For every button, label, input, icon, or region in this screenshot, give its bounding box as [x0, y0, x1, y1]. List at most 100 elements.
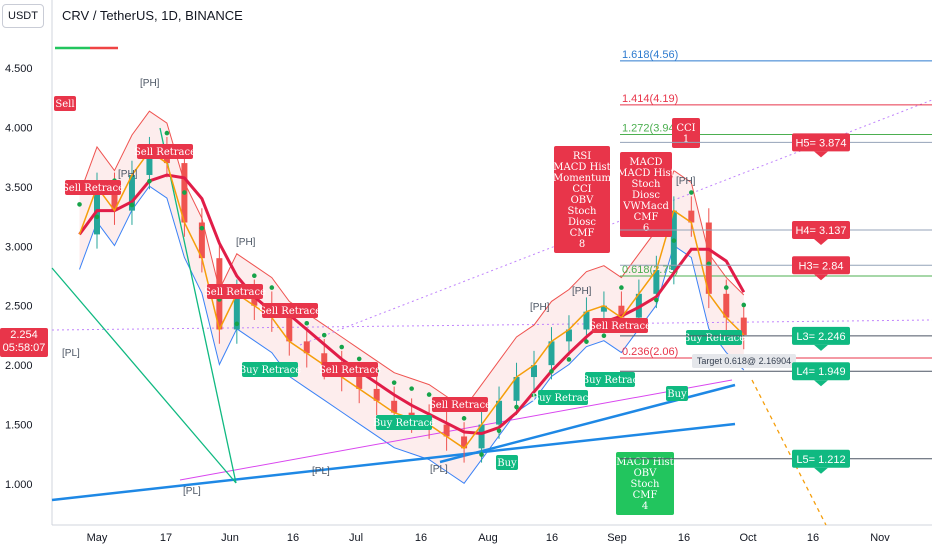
- candle-body: [565, 329, 572, 342]
- sell-retrace-label: Sell Retrace: [319, 365, 381, 376]
- pivot-high-marker: [PH]: [676, 176, 696, 187]
- green-zigzag-a: [51, 267, 237, 484]
- candle-body: [705, 222, 712, 294]
- y-tick-label: 2.500: [5, 301, 33, 313]
- x-tick-label: 16: [807, 532, 819, 544]
- pivot-high-marker: [PH]: [530, 302, 550, 313]
- y-tick-label: 2.000: [5, 360, 33, 372]
- buy-retrace-label: Buy Retrace: [239, 365, 301, 376]
- fib-levels: 1.618(4.56) 1.414(4.19) 1.272(3.94) 0.618(2…: [620, 49, 932, 359]
- cci-divergence-line: CCI: [676, 123, 695, 134]
- buy-retrac-label-box: [585, 372, 635, 387]
- candle-body: [478, 424, 485, 449]
- sar-dot: [321, 332, 327, 338]
- sar-dot: [77, 202, 82, 207]
- sar-dot: [426, 392, 432, 397]
- x-tick-label: 16: [546, 532, 558, 544]
- sar-dot: [234, 321, 240, 327]
- x-tick-label: Nov: [870, 532, 890, 544]
- pivot-high-marker: [PH]: [572, 286, 592, 297]
- sar-dot: [654, 297, 659, 303]
- macd-divergence-line: MACD Hist: [617, 168, 674, 179]
- pivot-low-marker: [PL]: [183, 486, 201, 497]
- macd-divergence-line: MACD: [629, 157, 662, 168]
- candle-body: [303, 341, 310, 354]
- pivot-label: H5= 3.874: [795, 137, 846, 149]
- pivot-high-marker: [PH]: [236, 237, 256, 248]
- macd-divergence-line: VWMacd: [622, 201, 669, 212]
- sell-retrace-label-box: [322, 362, 378, 377]
- candle-body: [443, 424, 450, 437]
- pivot-pointer: [814, 239, 828, 246]
- candle-body: [198, 222, 205, 259]
- pivot-pointer: [814, 274, 828, 281]
- candle-body: [653, 270, 660, 294]
- buy-retrace-label-box: [686, 330, 742, 345]
- sar-dot: [304, 320, 310, 326]
- last-price-tag: 2.254 05:58:07: [0, 328, 48, 357]
- sell-retrace-label: Sell Retrace: [259, 306, 321, 317]
- buy-retrace-label-box: [376, 415, 432, 430]
- macd-divergence-line: Stoch: [632, 179, 661, 190]
- candle-body: [111, 186, 118, 211]
- candle-body: [531, 365, 537, 378]
- currency-badge[interactable]: USDT: [2, 4, 44, 28]
- candle-body: [548, 341, 555, 366]
- bullish-divergence-box: [616, 452, 674, 515]
- green-zigzag-b: [159, 127, 237, 484]
- sell-retrace-label-box: [207, 284, 263, 299]
- buy-label-box: [666, 386, 688, 401]
- candle-body: [356, 377, 363, 389]
- sar-dot: [584, 339, 589, 344]
- sar-dot: [601, 333, 607, 339]
- sell-retrace-label: Sell Retrace: [204, 287, 266, 298]
- target-label: Target 0.618@ 2.16904: [697, 356, 791, 366]
- bullish-divergence-line: MACD Hist: [616, 457, 673, 468]
- buy-retrac-label: Buy Retrac: [582, 375, 639, 386]
- upper-band-line: [79, 110, 745, 409]
- fib-label: 0.618(2.75): [622, 264, 678, 276]
- candle-body: [461, 436, 468, 449]
- sar-dot: [409, 386, 414, 391]
- candle-body: [128, 174, 135, 211]
- pivot-low-marker: [PL]: [62, 348, 80, 359]
- fib-label: 1.618(4.56): [622, 49, 678, 61]
- candle-body: [600, 305, 607, 312]
- dotted-support: [51, 319, 932, 331]
- candle-body: [391, 400, 398, 413]
- sar-dot: [479, 452, 484, 457]
- candle-body: [618, 305, 625, 318]
- candle-body: [688, 210, 695, 223]
- pivot-high-marker: [PH]: [140, 78, 160, 89]
- candle-body: [286, 317, 293, 342]
- pivot-levels: H5= 3.874 H4= 3.137 H3= 2.84 L3= 2.246 L4= 1…: [620, 133, 932, 474]
- pivot-box: [792, 449, 850, 468]
- candle-body: [583, 311, 590, 330]
- sar-dot: [356, 356, 362, 362]
- macd-divergence-line: 6: [643, 223, 649, 234]
- y-tick-label: 4.000: [5, 122, 33, 134]
- candle-body: [513, 377, 520, 401]
- orange-projection: [751, 379, 827, 526]
- rsi-divergence-line: CMF: [570, 228, 595, 239]
- x-tick-label: Aug: [478, 532, 498, 544]
- x-tick-label: 16: [678, 532, 690, 544]
- sell-retrace-label-box: [592, 318, 648, 333]
- x-tick-label: 17: [160, 532, 172, 544]
- pivot-high-marker: [PH]: [118, 169, 138, 180]
- candle-body: [723, 293, 730, 318]
- sar-dot: [531, 392, 537, 398]
- y-tick-label: 3.500: [5, 182, 33, 194]
- pivot-low-marker: [PL]: [312, 466, 330, 477]
- bar-countdown: 05:58:07: [2, 342, 46, 354]
- x-tick-label: Oct: [739, 532, 756, 544]
- cci-divergence-box: [672, 118, 700, 148]
- rsi-divergence-line: 8: [579, 239, 585, 250]
- rsi-divergence-line: Momentum: [553, 173, 612, 184]
- sar-dot: [252, 273, 257, 279]
- pivot-box: [792, 362, 850, 381]
- sar-dot: [129, 202, 135, 208]
- sell-retrace-label: Sell Retrace: [429, 400, 491, 411]
- bullish-divergence-line: CMF: [633, 490, 658, 501]
